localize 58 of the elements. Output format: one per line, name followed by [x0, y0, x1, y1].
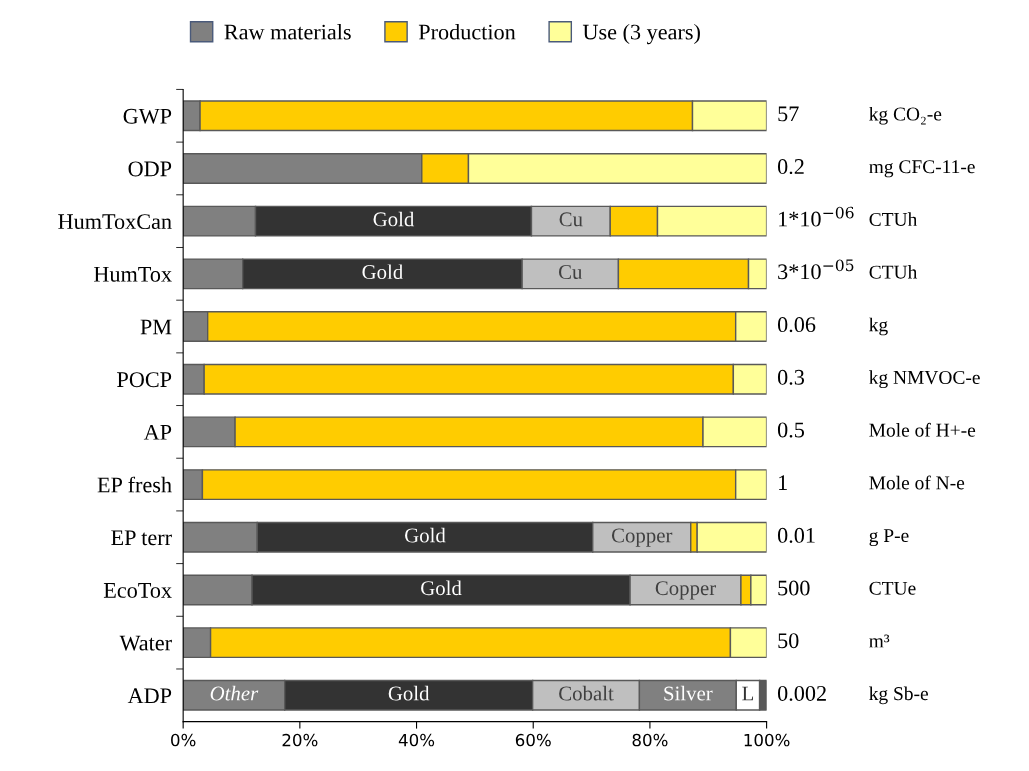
- y-tick-label: GWP: [123, 108, 172, 124]
- text: 57: [778, 106, 799, 122]
- text: 0.06: [777, 317, 816, 333]
- y-tick-label: AP: [143, 424, 172, 440]
- data-label: Cu: [559, 212, 583, 227]
- y-tick-label: POCP: [117, 372, 172, 388]
- text: 500: [778, 580, 810, 596]
- legend-label: Use (3 years): [582, 23, 700, 45]
- text: 0.01: [777, 527, 815, 543]
- data-label: Gold: [388, 685, 430, 701]
- x-tick-label: 80%: [632, 733, 668, 747]
- legend-label: Production: [418, 23, 516, 40]
- data-label: Copper: [611, 528, 673, 547]
- text: Mole of H+-e: [869, 422, 976, 437]
- text: kg: [869, 317, 888, 336]
- x-tick-label: 0%: [171, 733, 196, 747]
- text: kg CO₂-e: [869, 106, 942, 125]
- text: CTUh: [869, 265, 918, 279]
- text: kg Sb-e: [869, 686, 928, 705]
- data-label: Gold: [362, 264, 403, 280]
- legend-label: Raw materials: [224, 23, 351, 40]
- text: CTUh: [869, 212, 918, 227]
- data-label: Gold: [405, 527, 446, 543]
- x-tick-label: 20%: [282, 733, 318, 747]
- data-label: L: [742, 686, 754, 701]
- x-tick-label: 60%: [515, 733, 551, 747]
- data-label: Gold: [421, 580, 462, 596]
- data-label: Silver: [664, 685, 713, 701]
- x-tick-label: 100%: [744, 733, 790, 747]
- x-tick-label: 40%: [398, 733, 435, 747]
- data-label: Cu: [558, 265, 583, 280]
- text: 3*10$^{−05}$: [778, 259, 854, 280]
- text: 50: [778, 633, 799, 649]
- y-tick-label: HumTox: [94, 266, 172, 282]
- text: 1*10$^{−06}$: [779, 206, 854, 227]
- y-tick-label: EP fresh: [97, 476, 172, 493]
- text: 0.5: [777, 422, 805, 438]
- text: Mole of N-e: [869, 475, 965, 490]
- text: g P-e: [869, 529, 909, 547]
- y-tick-label: EP terr: [111, 530, 172, 546]
- y-tick-label: HumToxCan: [58, 214, 172, 230]
- text: 0.2: [777, 159, 804, 175]
- text: kg NMVOC-e: [869, 370, 980, 389]
- data-label: Cobalt: [559, 685, 614, 701]
- data-label: Other: [210, 685, 259, 701]
- data-label: Gold: [373, 211, 415, 227]
- text: CTUe: [869, 581, 916, 595]
- data-label: Copper: [655, 581, 716, 600]
- text: 1: [779, 475, 787, 490]
- y-tick-label: PM: [140, 319, 172, 335]
- y-tick-label: ODP: [128, 161, 172, 177]
- text: 0.002: [777, 685, 826, 701]
- y-tick-label: Water: [119, 635, 172, 651]
- text: 0.3: [777, 369, 805, 385]
- text: m³: [869, 634, 890, 648]
- y-tick-label: ADP: [127, 688, 172, 704]
- y-tick-label: EcoTox: [103, 583, 172, 598]
- text: mg CFC-11-e: [869, 160, 975, 178]
